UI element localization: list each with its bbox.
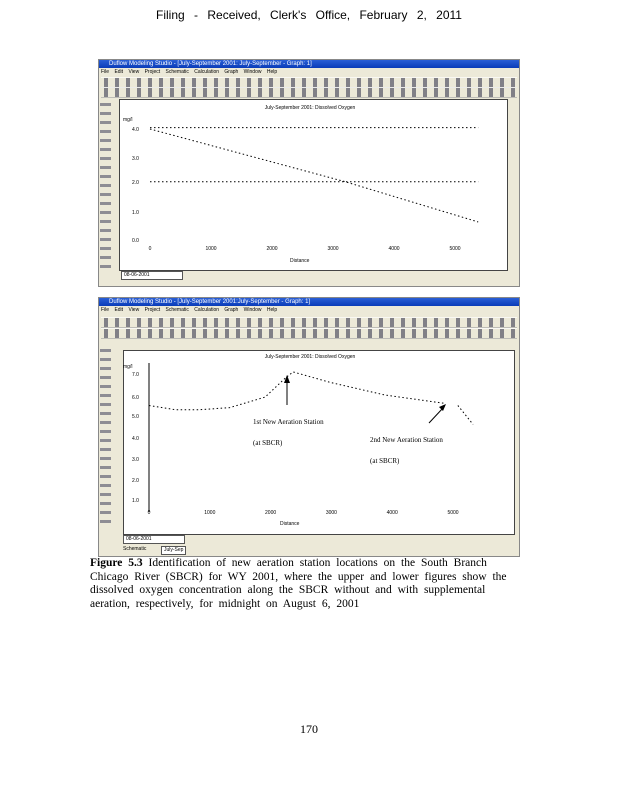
toolbar[interactable] [101,87,517,98]
y-tick-label: 5.0 [132,414,139,420]
series-line [148,371,446,411]
annotation-2-sub: (at SBCR) [370,457,400,465]
figure-label: Figure 5.3 [90,557,143,569]
date-field[interactable]: 08-06-2001 [121,271,183,280]
y-axis-label: mg/l [123,117,132,123]
arrow-2-head [439,404,446,411]
y-tick-label: 6.0 [132,395,139,401]
filing-header: Filing - Received, Clerk's Office, Febru… [156,8,462,22]
y-tick-label: 1.0 [132,210,139,216]
annotations: 1st New Aeration Station (at SBCR) 2nd N… [253,375,446,465]
menu-bar[interactable]: File Edit View Project Schematic Calcula… [101,69,278,75]
x-tick-label: 4000 [387,510,398,516]
y-tick-label: 4.0 [132,127,139,133]
y-tick-label: 7.0 [132,372,139,378]
x-tick-label: 3000 [327,246,338,252]
x-tick-label: 2000 [265,510,276,516]
annotation-1: 1st New Aeration Station [253,418,324,426]
figure-caption: Figure 5.3 Identification of new aeratio… [90,557,520,611]
date-field[interactable]: 08-06-2001 [123,535,185,544]
window-title: Duflow Modeling Studio - [July-September… [99,60,519,68]
arrow-2 [428,407,444,424]
tab-graph[interactable]: July-Sep [161,546,187,555]
y-tick-label: 4.0 [132,436,139,442]
toolbar[interactable] [101,317,517,328]
x-axis-label: Distance [290,258,310,264]
window-title: Duflow Modeling Studio - [July-September… [99,298,519,306]
x-tick-label: 1000 [205,246,216,252]
y-tick-label: 0.0 [132,238,139,244]
graph-area [123,350,515,535]
annotation-1-sub: (at SBCR) [253,439,283,447]
menu-bar[interactable]: File Edit View Project Schematic Calcula… [101,307,278,313]
x-tick-label: 2000 [266,246,277,252]
upper-screenshot: Duflow Modeling Studio - [July-September… [98,59,520,287]
arrow-1-head [284,375,290,383]
x-tick-label: 4000 [388,246,399,252]
y-tick-label: 3.0 [132,156,139,162]
chart-title: July-September 2001: Dissolved Oxygen [265,354,356,360]
x-tick-label: 5000 [447,510,458,516]
annotation-2: 2nd New Aeration Station [370,436,443,444]
chart-title: July-September 2001: Dissolved Oxygen [265,105,356,111]
x-tick-label: 0 [149,246,152,252]
lower-screenshot: Duflow Modeling Studio - [July-September… [98,297,520,557]
tool-strip[interactable] [100,346,111,526]
toolbar[interactable] [101,328,517,339]
x-tick-label: 5000 [449,246,460,252]
y-tick-label: 2.0 [132,478,139,484]
series-line [457,405,474,425]
x-tick-label: 1000 [204,510,215,516]
tab-schematic[interactable]: Schematic [121,546,149,553]
x-tick-label: 0 [148,510,151,516]
page-number: 170 [300,722,318,736]
y-axis-label: mg/l [123,364,132,370]
y-tick-label: 3.0 [132,457,139,463]
y-tick-label: 1.0 [132,498,139,504]
y-tick-label: 2.0 [132,180,139,186]
tool-strip[interactable] [100,100,111,270]
x-axis-label: Distance [280,521,300,527]
series-line [149,128,479,223]
caption-text: Identification of new aeration station l… [90,557,507,610]
x-tick-label: 3000 [326,510,337,516]
